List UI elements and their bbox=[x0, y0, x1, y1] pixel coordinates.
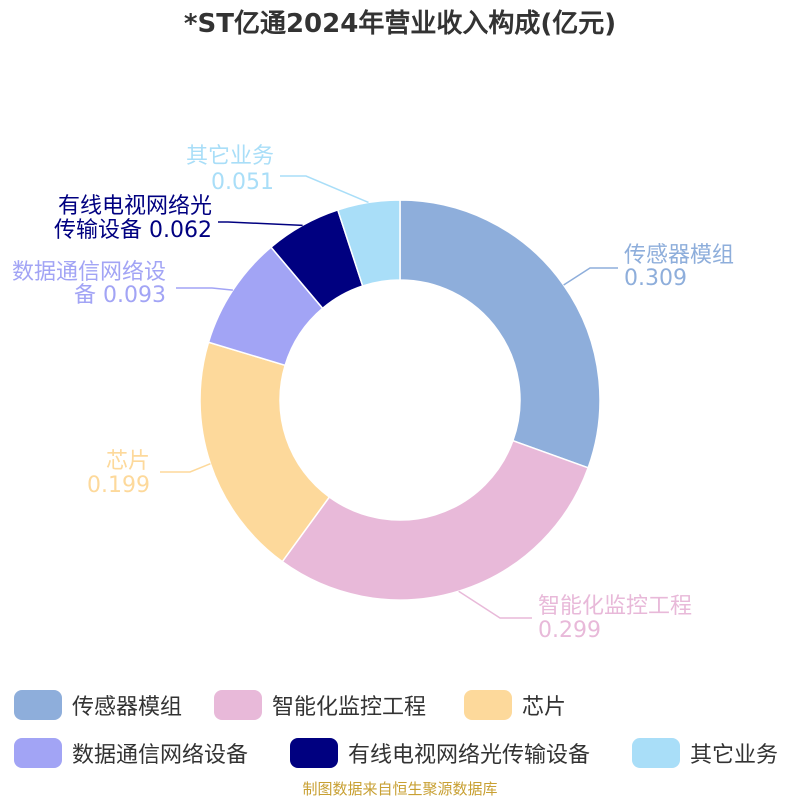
slice-value-label: 0.051 bbox=[211, 170, 274, 195]
chart-title: *ST亿通2024年营业收入构成(亿元) bbox=[184, 8, 616, 39]
legend-item[interactable]: 其它业务 bbox=[632, 738, 778, 768]
legend-label: 其它业务 bbox=[690, 743, 778, 768]
slice-value-label: 备 0.093 bbox=[74, 283, 166, 308]
slice-value-label: 0.299 bbox=[538, 618, 601, 643]
donut-slices bbox=[199, 199, 601, 601]
legend-label: 智能化监控工程 bbox=[272, 695, 426, 720]
leader-line bbox=[563, 267, 618, 286]
legend-item[interactable]: 数据通信网络设备 bbox=[14, 738, 248, 768]
source-note: 制图数据来自恒生聚源数据库 bbox=[302, 780, 497, 798]
leader-line bbox=[176, 287, 233, 291]
legend-swatch bbox=[14, 738, 62, 768]
legend-label: 传感器模组 bbox=[72, 695, 182, 720]
leader-line bbox=[280, 175, 369, 204]
legend-swatch bbox=[14, 690, 62, 720]
legend-swatch bbox=[464, 690, 512, 720]
slice-label: 芯片 bbox=[106, 449, 150, 474]
slice-value-label: 0.199 bbox=[87, 473, 150, 498]
legend-item[interactable]: 有线电视网络光传输设备 bbox=[290, 738, 590, 768]
slice-value-label: 0.309 bbox=[624, 266, 687, 291]
legend-item[interactable]: 芯片 bbox=[464, 690, 566, 720]
slice-label: 有线电视网络光 bbox=[58, 194, 212, 219]
slice-value-label: 传输设备 0.062 bbox=[54, 218, 212, 243]
slice-label: 智能化监控工程 bbox=[538, 594, 692, 619]
slice-label: 其它业务 bbox=[186, 144, 274, 169]
legend-swatch bbox=[214, 690, 262, 720]
slice-e699bae883bde58c96e79b91[interactable] bbox=[281, 439, 590, 601]
legend-label: 数据通信网络设备 bbox=[72, 743, 248, 768]
leader-line bbox=[218, 221, 303, 227]
legend-item[interactable]: 智能化监控工程 bbox=[214, 690, 426, 720]
legend-label: 芯片 bbox=[522, 695, 566, 720]
slice-label: 传感器模组 bbox=[624, 243, 734, 268]
legend-swatch bbox=[290, 738, 338, 768]
legend-label: 有线电视网络光传输设备 bbox=[348, 743, 590, 768]
leader-line bbox=[160, 462, 211, 473]
legend-item[interactable]: 传感器模组 bbox=[14, 690, 182, 720]
slice-e4bca0e6849fe599a8e6a8a1[interactable] bbox=[399, 199, 601, 469]
leader-line bbox=[458, 590, 532, 619]
legend-swatch bbox=[632, 738, 680, 768]
slice-label: 数据通信网络设 bbox=[12, 260, 166, 285]
slice-e585b6e5ae83e4b89ae58aa1[interactable] bbox=[336, 199, 401, 287]
